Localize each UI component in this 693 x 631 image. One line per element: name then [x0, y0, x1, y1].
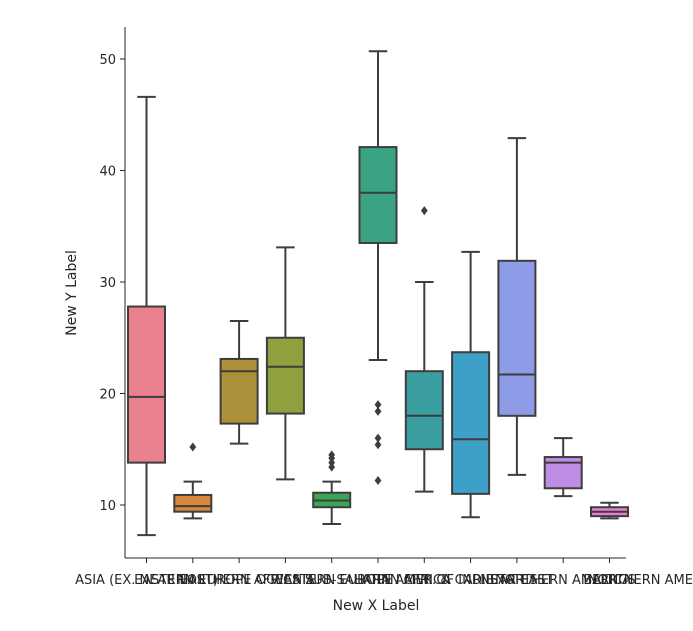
- y-tick-label: 20: [99, 388, 116, 403]
- x-ticks-layer: ASIA (EX. NEAR EAST)EASTERN EUROPENORTHE…: [75, 558, 693, 588]
- box-iqr: [451, 351, 491, 495]
- x-tick-label: EASTERN EUROPE: [134, 573, 251, 588]
- x-tick-label: NORTHERN AMERICA: [588, 573, 693, 588]
- box-iqr: [265, 336, 305, 415]
- x-tick-label: WESTERN EUROPE: [271, 573, 392, 588]
- box-iqr: [497, 259, 537, 417]
- outlier-point: [328, 450, 336, 460]
- box-group: [497, 137, 537, 476]
- x-tick-label: NORTHERN AFRICA: [177, 573, 301, 588]
- box-group: [173, 442, 213, 520]
- outlier-point: [189, 442, 197, 452]
- y-tick-label: 40: [99, 165, 116, 180]
- box-iqr: [127, 305, 166, 464]
- y-tick-label: 30: [99, 276, 116, 291]
- box-group: [451, 250, 491, 519]
- box-group: [590, 501, 629, 520]
- box-group: [543, 437, 583, 498]
- x-tick-label: BALTICS: [583, 573, 635, 588]
- boxes-layer: [127, 50, 629, 537]
- outlier-point: [374, 406, 382, 416]
- box-iqr: [219, 357, 259, 425]
- x-tick-label: C.W. OF IND. STATES: [404, 573, 538, 588]
- box-group: [358, 50, 398, 485]
- x-tick-label: SUB-SAHARAN AFRICA: [305, 573, 451, 588]
- x-axis-title: New X Label: [333, 598, 420, 614]
- outlier-point: [420, 206, 428, 216]
- outlier-point: [374, 400, 382, 410]
- y-tick-label: 10: [99, 499, 116, 514]
- box-group: [312, 450, 352, 525]
- box-group: [404, 206, 444, 493]
- outlier-point: [374, 440, 382, 450]
- x-tick-label: ASIA (EX. NEAR EAST): [75, 573, 218, 588]
- box-group: [219, 320, 259, 445]
- outlier-point: [374, 433, 382, 443]
- x-tick-label: NORTHERN AMERICA: [495, 573, 631, 588]
- box-iqr: [404, 370, 444, 451]
- axes-layer: [124, 27, 626, 559]
- box-group: [127, 95, 166, 537]
- outlier-point: [374, 475, 382, 485]
- box-iqr: [358, 146, 398, 244]
- x-tick-label: NEAR EAST: [480, 573, 553, 588]
- box-group: [265, 246, 305, 481]
- x-tick-label: LATIN AMER. & CARIB: [354, 573, 494, 588]
- y-tick-label: 50: [99, 53, 116, 68]
- y-ticks-layer: 10 20 30 40 50: [99, 53, 125, 514]
- x-tick-label: OCEANIA: [256, 573, 315, 588]
- y-axis-title: New Y Label: [64, 250, 80, 336]
- box-iqr: [173, 493, 213, 513]
